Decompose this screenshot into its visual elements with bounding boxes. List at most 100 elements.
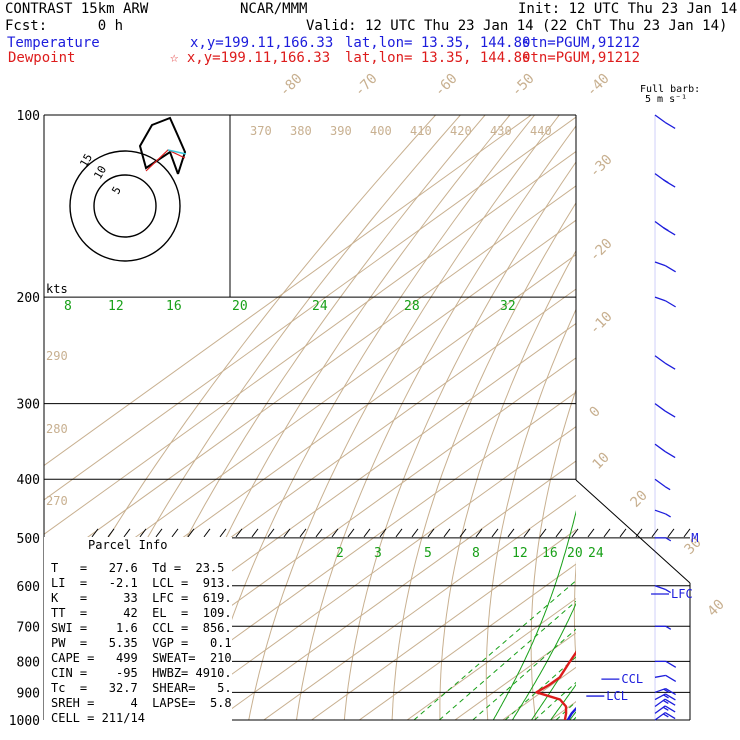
theta-label: 410 <box>410 124 432 138</box>
mixing-ratio-label: 8 <box>472 546 480 561</box>
isotherm <box>358 563 576 720</box>
level-marker-label: LFC <box>671 587 693 601</box>
theta-label: 270 <box>46 494 68 508</box>
parcel-row: CAPE = 499 SWEAT= 210 <box>51 651 232 665</box>
moist-adiabat-label: 16 <box>166 299 182 314</box>
wind-barb-feather <box>662 227 669 232</box>
wind-barb-feather <box>664 121 676 129</box>
moist-adiabat <box>531 650 576 720</box>
hodograph-background <box>45 116 230 296</box>
dry-adiabat <box>573 560 576 666</box>
mixing-ratio-label: 12 <box>512 546 528 561</box>
hatch-mark <box>235 528 243 538</box>
isotherm <box>44 219 576 604</box>
level-marker-m: M <box>691 531 698 545</box>
pressure-label: 500 <box>17 532 40 547</box>
dewpoint-profile <box>535 650 576 720</box>
mixing-ratio-label: 2 <box>336 546 344 561</box>
dry-adiabat <box>657 115 740 733</box>
init-time: Init: 12 UTC Thu 23 Jan 14 <box>518 1 738 17</box>
hatch-mark <box>187 528 195 538</box>
isotherm <box>262 494 576 720</box>
isotherm <box>676 102 740 733</box>
pressure-label: 300 <box>17 398 40 413</box>
dewpoint-stn: stn=PGUM,91212 <box>522 50 641 66</box>
isotherm <box>44 150 576 535</box>
parcel-row: Tc = 32.7 SHEAR= 5. <box>51 681 232 695</box>
theta-label: 390 <box>330 124 352 138</box>
isotherm <box>581 102 740 733</box>
wind-barb-staff <box>654 443 666 453</box>
wind-barb-staff <box>654 674 666 678</box>
hatch-mark <box>555 528 563 538</box>
hatch-mark <box>91 528 99 538</box>
wind-barb <box>654 355 676 370</box>
wind-barb <box>654 443 676 459</box>
hatch-mark <box>219 528 227 538</box>
temperature-latlon: lat,lon= 13.35, 144.80 <box>345 35 531 51</box>
isotherm <box>215 460 576 720</box>
dry-adiabat <box>696 115 740 733</box>
isotherm <box>44 115 533 467</box>
isotherm <box>724 102 740 733</box>
wind-barb-staff <box>654 478 666 488</box>
pressure-label: 800 <box>17 655 40 670</box>
pressure-label: 200 <box>17 291 40 306</box>
moist-adiabat <box>608 115 740 720</box>
dewpoint-xy: ☆ x,y=199.11,166.33 <box>170 50 331 66</box>
wind-barb <box>654 698 676 708</box>
hatch-mark <box>539 528 547 538</box>
dry-adiabat <box>485 308 576 720</box>
wind-barb-feather <box>663 694 669 699</box>
axis-right-slant <box>575 479 691 584</box>
hatch-mark <box>171 528 179 538</box>
wind-barb-feather <box>664 450 676 459</box>
hatch-mark <box>683 528 691 538</box>
parcel-row: SREH = 4 LAPSE= 5.8 <box>51 696 232 710</box>
wind-barb <box>654 705 676 714</box>
hatch-mark <box>619 528 627 538</box>
moist-adiabat <box>627 115 740 720</box>
dry-adiabat-label: -80 <box>277 71 306 100</box>
dry-adiabat-label: -30 <box>587 152 616 181</box>
isotherm <box>406 597 576 720</box>
pressure-label: 100 <box>17 109 40 124</box>
mixing-ratio-label: 16 <box>542 546 558 561</box>
wind-barb <box>655 660 677 668</box>
isotherm <box>119 391 576 720</box>
dry-adiabat-label: -40 <box>584 71 613 100</box>
isotherm <box>167 426 576 720</box>
hatch-mark <box>651 528 659 538</box>
parcel-info-title: Parcel Info <box>88 538 168 552</box>
moist-adiabat-label: 28 <box>404 299 420 314</box>
moist-adiabat-label: 32 <box>500 299 516 314</box>
hatch-mark <box>347 528 355 538</box>
wind-barb-feather <box>665 688 676 696</box>
wind-barb <box>655 625 672 630</box>
barb-legend-line1: Full barb: <box>640 84 701 95</box>
wind-barb <box>654 585 671 594</box>
wind-barb-feather <box>663 688 670 693</box>
moist-adiabat-label: 24 <box>312 299 328 314</box>
hatch-mark <box>491 528 499 538</box>
dry-adiabat-label: 0 <box>587 404 604 421</box>
theta-label: 290 <box>46 349 68 363</box>
dry-adiabat-label: 40 <box>705 597 728 620</box>
wind-barb <box>654 687 676 696</box>
hatch-mark <box>251 528 259 538</box>
wind-barb <box>654 674 677 682</box>
hatch-mark <box>571 528 579 538</box>
wind-barb-staff <box>654 114 666 123</box>
parcel-row: K = 33 LFC = 619. <box>51 591 232 605</box>
hodograph-ring <box>93 174 157 238</box>
hatch-mark <box>155 528 163 538</box>
wind-barb-feather <box>665 300 676 308</box>
dry-adiabat-label: 20 <box>628 488 651 511</box>
dewpoint-latlon: lat,lon= 13.35, 144.80 <box>345 50 531 66</box>
isotherm <box>44 185 576 570</box>
isotherm <box>549 701 576 720</box>
moist-adiabat-label: 12 <box>108 299 124 314</box>
hodograph-ring-label: 15 <box>77 152 95 170</box>
hatch-mark <box>667 528 675 538</box>
